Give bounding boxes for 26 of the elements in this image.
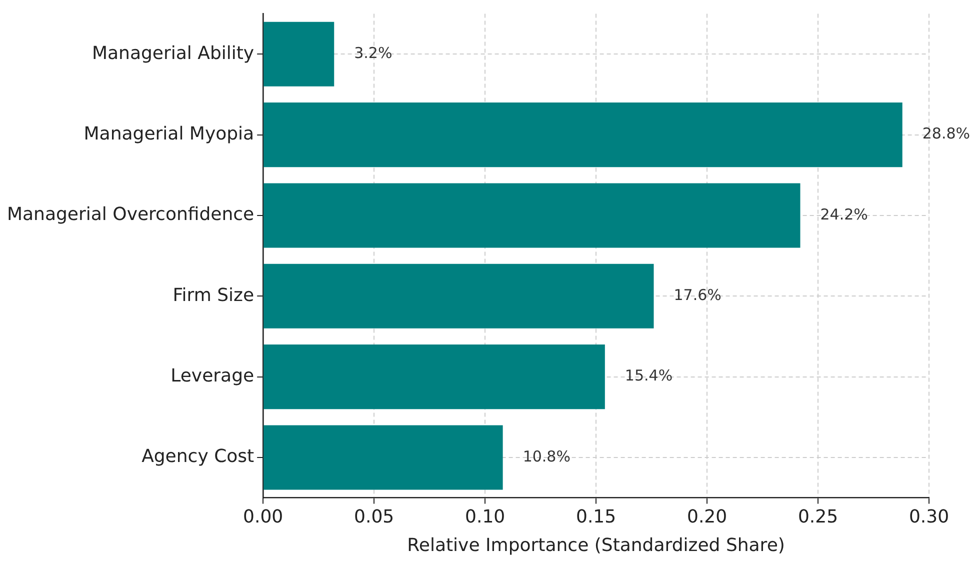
data-label: 28.8%	[922, 124, 970, 143]
data-label: 10.8%	[522, 447, 570, 466]
y-tick-label: Firm Size	[172, 284, 254, 306]
bar	[264, 344, 605, 410]
y-tick-label: Managerial Overconfidence	[6, 204, 254, 226]
bar	[264, 22, 334, 86]
x-tick-label: 0.30	[908, 506, 950, 528]
x-tick-label: 0.10	[465, 506, 506, 528]
bar	[264, 183, 800, 248]
data-label: 3.2%	[354, 44, 392, 62]
x-tick-label: 0.05	[354, 506, 394, 528]
x-tick-label: 0.00	[243, 506, 284, 528]
data-label: 24.2%	[820, 205, 868, 224]
y-tick-label: Leverage	[170, 365, 254, 386]
x-tick-label: 0.25	[798, 506, 838, 528]
bar	[264, 264, 654, 328]
bar	[264, 102, 902, 168]
y-tick-label: Agency Cost	[142, 446, 254, 468]
y-tick-label: Managerial Myopia	[84, 123, 254, 144]
y-tick-label: Managerial Ability	[92, 42, 254, 64]
x-axis-title: Relative Importance (Standardized Share)	[407, 534, 785, 556]
data-label: 17.6%	[674, 286, 722, 304]
x-tick-label: 0.15	[576, 506, 616, 528]
x-tick-label: 0.20	[686, 506, 728, 528]
bar	[264, 425, 503, 490]
data-label: 15.4%	[624, 366, 673, 385]
